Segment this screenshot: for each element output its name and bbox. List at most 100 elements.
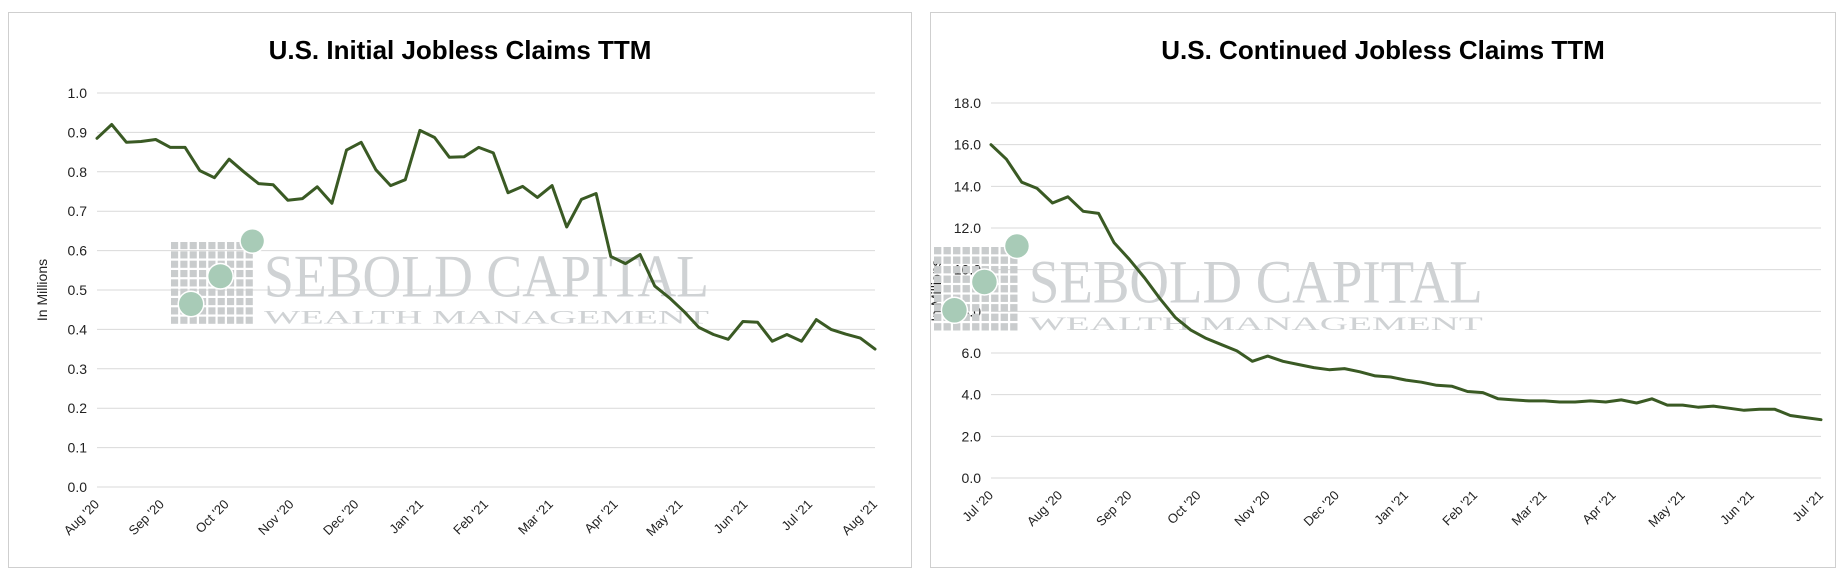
watermark-grid-cell <box>1000 294 1008 302</box>
watermark-grid-cell <box>991 256 999 264</box>
watermark-grid-cell <box>1000 323 1008 331</box>
watermark-grid-cell <box>245 279 253 287</box>
continued-claims-panel: U.S. Continued Jobless Claims TTM 0.0 2.0… <box>930 12 1836 568</box>
watermark-grid-cell <box>245 270 253 278</box>
watermark-grid-cell <box>189 260 197 268</box>
y-tick-label: 14.0 <box>954 178 981 194</box>
watermark-grid-cell <box>934 247 942 255</box>
watermark-grid-cell <box>236 316 244 324</box>
watermark-grid-cell <box>981 247 989 255</box>
watermark-grid-cell <box>981 323 989 331</box>
x-tick-label: Apr '21 <box>581 497 620 536</box>
y-tick-label: 0.1 <box>68 440 88 456</box>
watermark-grid-cell <box>217 307 225 315</box>
watermark-grid-cell <box>199 288 207 296</box>
watermark-grid-cell <box>227 316 235 324</box>
x-tick-label: Mar '21 <box>1508 488 1549 529</box>
watermark-grid-cell <box>199 251 207 259</box>
watermark-grid-cell <box>943 256 951 264</box>
watermark-dot <box>1005 234 1029 258</box>
watermark-grid-cell <box>180 260 188 268</box>
watermark-grid-cell <box>189 279 197 287</box>
watermark-grid-cell <box>227 298 235 306</box>
watermark-grid-cell <box>953 323 961 331</box>
watermark-grid-cell <box>227 260 235 268</box>
watermark-grid-cell <box>953 247 961 255</box>
x-tick-label: Oct '20 <box>1164 488 1203 527</box>
x-tick-label: Oct '20 <box>192 497 231 536</box>
watermark-dot <box>972 269 997 295</box>
y-tick-label: 0.4 <box>68 321 88 337</box>
watermark-dot <box>179 292 203 316</box>
x-tick-label: Jun '21 <box>710 497 750 537</box>
x-tick-label: May '21 <box>1645 488 1688 531</box>
watermark-grid-cell <box>180 279 188 287</box>
watermark-grid-cell <box>199 270 207 278</box>
watermark-tagline: WEALTH MANAGEMENT <box>1029 314 1483 335</box>
watermark-grid-cell <box>934 256 942 264</box>
y-tick-label: 0.5 <box>68 282 88 298</box>
watermark-grid-cell <box>943 294 951 302</box>
watermark-grid-cell <box>943 323 951 331</box>
chart-title: U.S. Initial Jobless Claims TTM <box>268 35 652 65</box>
watermark-grid-cell <box>972 294 980 302</box>
watermark-grid-cell <box>245 316 253 324</box>
watermark-grid-cell <box>1000 266 1008 274</box>
continued-claims-chart: 0.02.04.06.08.010.012.014.016.018.0In Mi… <box>931 95 1826 531</box>
x-tick-label: Jan '21 <box>1371 488 1411 528</box>
watermark-grid-cell <box>236 251 244 259</box>
watermark-grid-cell <box>991 266 999 274</box>
watermark-grid-cell <box>991 304 999 312</box>
watermark-grid-cell <box>934 294 942 302</box>
watermark-grid-cell <box>208 260 216 268</box>
watermark-grid-cell <box>972 247 980 255</box>
watermark-grid-cell <box>1000 275 1008 283</box>
watermark-grid-cell <box>1000 247 1008 255</box>
y-tick-label: 1.0 <box>68 85 88 101</box>
watermark-grid-cell <box>1000 256 1008 264</box>
watermark-grid-cell <box>991 247 999 255</box>
watermark-grid-cell <box>171 307 179 315</box>
watermark-grid-cell <box>972 266 980 274</box>
watermark-grid-cell <box>953 285 961 293</box>
watermark-grid-cell <box>981 294 989 302</box>
watermark-grid-cell <box>227 251 235 259</box>
watermark-grid-cell <box>934 323 942 331</box>
watermark-grid-cell <box>943 275 951 283</box>
watermark-grid-cell <box>953 266 961 274</box>
watermark-grid-cell <box>199 316 207 324</box>
watermark-grid-cell <box>1000 313 1008 321</box>
watermark-grid-cell <box>972 256 980 264</box>
y-tick-label: 0.8 <box>68 164 88 180</box>
watermark-name: SEBOLD CAPITAL <box>264 243 709 309</box>
series-line <box>95 123 877 351</box>
x-tick-label: Sep '20 <box>125 497 166 538</box>
watermark-grid-cell <box>972 323 980 331</box>
x-tick-label: Aug '20 <box>1024 488 1065 529</box>
x-tick-label: Mar '21 <box>515 497 556 538</box>
initial-claims-panel: U.S. Initial Jobless Claims TTM 0.0 0.1 0.… <box>8 12 912 568</box>
watermark-grid-cell <box>180 270 188 278</box>
watermark-dot <box>208 264 233 289</box>
watermark-grid-cell <box>972 313 980 321</box>
watermark-grid-cell <box>199 242 207 250</box>
x-tick-label: Jan '21 <box>386 497 426 537</box>
series-line <box>989 143 1823 422</box>
watermark-grid-cell <box>217 242 225 250</box>
y-tick-label: 0.6 <box>68 243 88 259</box>
watermark-dot <box>240 229 264 253</box>
watermark-grid-cell <box>934 266 942 274</box>
watermark-grid-cell <box>245 260 253 268</box>
x-tick-label: Apr '21 <box>1579 488 1618 527</box>
watermark-grid-cell <box>236 279 244 287</box>
watermark-grid-cell <box>208 316 216 324</box>
watermark-grid-cell <box>208 298 216 306</box>
watermark-grid-cell <box>962 247 970 255</box>
watermark-grid-cell <box>991 313 999 321</box>
watermark-grid-cell <box>981 304 989 312</box>
watermark-grid-cell <box>934 304 942 312</box>
y-tick-label: 18.0 <box>954 95 981 111</box>
y-tick-label: 2.0 <box>962 428 982 444</box>
watermark-grid-cell <box>171 270 179 278</box>
watermark-grid-cell <box>981 313 989 321</box>
